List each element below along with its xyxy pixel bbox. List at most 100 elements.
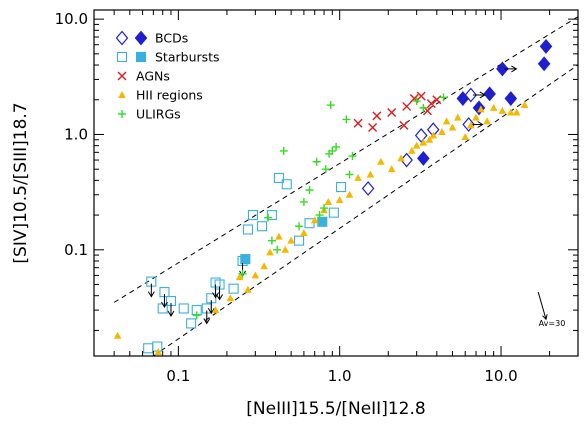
- x-tick-label: 0.1: [166, 367, 190, 385]
- starbursts-point-filled: [317, 216, 328, 227]
- agns-point: [402, 101, 412, 111]
- hii-regions-point: [419, 138, 428, 146]
- hii-regions-point: [467, 121, 475, 129]
- starbursts-upper-limit-arrow: [216, 286, 223, 301]
- hii-regions-point: [512, 108, 521, 116]
- hii-regions-point: [244, 285, 252, 293]
- series-starbursts: [143, 172, 347, 354]
- starbursts-point-open: [247, 210, 259, 221]
- hii-regions-point: [425, 135, 434, 143]
- hii-regions-point: [477, 105, 485, 113]
- y-axis-title: [SIV]10.5/[SIII]18.7: [11, 102, 31, 263]
- extinction-annotation: Av=30: [537, 291, 565, 328]
- hii-regions-point: [345, 190, 354, 198]
- legend: BCDs Starbursts AGNs HII regions ULIRGs: [115, 30, 220, 122]
- bcds-lower-limit-arrow: [504, 65, 518, 73]
- starbursts-point-open: [256, 221, 268, 232]
- hii-regions-point: [113, 331, 122, 339]
- hii-regions-point: [287, 236, 295, 244]
- starbursts-point-open: [273, 172, 284, 183]
- dashed-line-2: [153, 64, 578, 356]
- hii-regions-point: [235, 273, 244, 281]
- legend-label: HII regions: [136, 88, 203, 103]
- y-tick-label: 10.0: [55, 10, 88, 28]
- starbursts-point-open: [178, 303, 189, 314]
- agns-point: [432, 95, 442, 105]
- agns-point: [353, 118, 363, 128]
- bcds-point-open: [361, 181, 375, 196]
- legend-marker: [118, 110, 126, 118]
- legend-label: Starbursts: [155, 50, 220, 65]
- series-hii-regions: [113, 101, 529, 355]
- legend-item-starbursts: Starbursts: [116, 50, 220, 65]
- hii-regions-point: [211, 306, 220, 314]
- legend-marker-open: [115, 30, 129, 46]
- annotation-arrow: [537, 291, 547, 320]
- x-tick-label: 10.0: [484, 367, 517, 385]
- hii-regions-point: [275, 232, 283, 240]
- starbursts-point-open: [152, 341, 163, 352]
- bcds-point-filled: [537, 56, 551, 72]
- hii-regions-point: [266, 248, 274, 256]
- bcds-point-filled: [417, 150, 430, 166]
- ulirgs-point: [328, 146, 337, 155]
- hii-regions-point: [454, 113, 462, 121]
- ulirgs-point: [348, 152, 357, 161]
- plot-frame: [93, 9, 579, 357]
- ulirgs-point: [439, 93, 448, 102]
- hii-regions-point: [498, 106, 507, 114]
- hii-regions-point: [412, 141, 421, 149]
- hii-regions-point: [387, 165, 396, 173]
- legend-label: AGNs: [136, 69, 170, 84]
- ulirgs-point: [267, 236, 276, 245]
- starbursts-point-open: [266, 210, 277, 221]
- ulirgs-point: [312, 157, 321, 166]
- ulirgs-point: [299, 197, 308, 206]
- starbursts-upper-limit-arrow: [161, 294, 168, 309]
- ulirgs-point: [412, 97, 421, 106]
- hii-regions-point: [335, 196, 344, 204]
- ulirgs-point: [326, 101, 335, 110]
- bcds-lower-limit-arrow: [470, 121, 484, 128]
- ulirgs-point: [305, 185, 314, 194]
- legend-marker-filled: [135, 51, 147, 63]
- y-tick-label: 1.0: [64, 125, 88, 143]
- ulirgs-point: [295, 222, 304, 231]
- hii-regions-point: [226, 294, 235, 302]
- bcds-point-open: [462, 117, 475, 132]
- ulirgs-point: [345, 170, 354, 179]
- starbursts-point-open: [228, 283, 239, 294]
- hii-regions-point: [310, 216, 319, 224]
- bcds-point-filled: [483, 86, 496, 102]
- hii-regions-point: [448, 123, 457, 131]
- legend-label: BCDs: [155, 31, 188, 46]
- hii-regions-point: [520, 101, 529, 109]
- legend-marker-filled: [134, 30, 148, 46]
- ulirgs-point: [264, 213, 273, 222]
- bcds-point-open: [400, 152, 413, 168]
- starbursts-upper-limit-arrow: [207, 300, 215, 315]
- starbursts-point-open: [336, 181, 347, 193]
- legend-marker: [117, 71, 127, 81]
- starbursts-point-open: [328, 207, 339, 218]
- legend-item-bcds: BCDs: [115, 30, 188, 46]
- ulirgs-point: [279, 146, 288, 155]
- hii-regions-point: [354, 173, 362, 181]
- bcds-point-filled: [456, 91, 470, 106]
- ulirgs-point: [192, 311, 201, 320]
- legend-item-ulirgs: ULIRGs: [118, 107, 181, 122]
- starbursts-point-open: [143, 343, 154, 354]
- series-bcds: [361, 38, 553, 196]
- hii-regions-point: [281, 245, 290, 253]
- hii-regions-point: [324, 197, 333, 205]
- hii-regions-point: [397, 154, 405, 162]
- y-tick-label: 0.1: [64, 241, 88, 259]
- legend-label: ULIRGs: [136, 107, 181, 122]
- hii-regions-point: [442, 117, 451, 125]
- annotation-arrowhead: [542, 314, 548, 321]
- starbursts-point-open: [294, 235, 305, 246]
- legend-item-hii-regions: HII regions: [118, 88, 203, 103]
- x-tick-label: 1.0: [328, 367, 352, 385]
- bcds-point-filled: [496, 61, 509, 77]
